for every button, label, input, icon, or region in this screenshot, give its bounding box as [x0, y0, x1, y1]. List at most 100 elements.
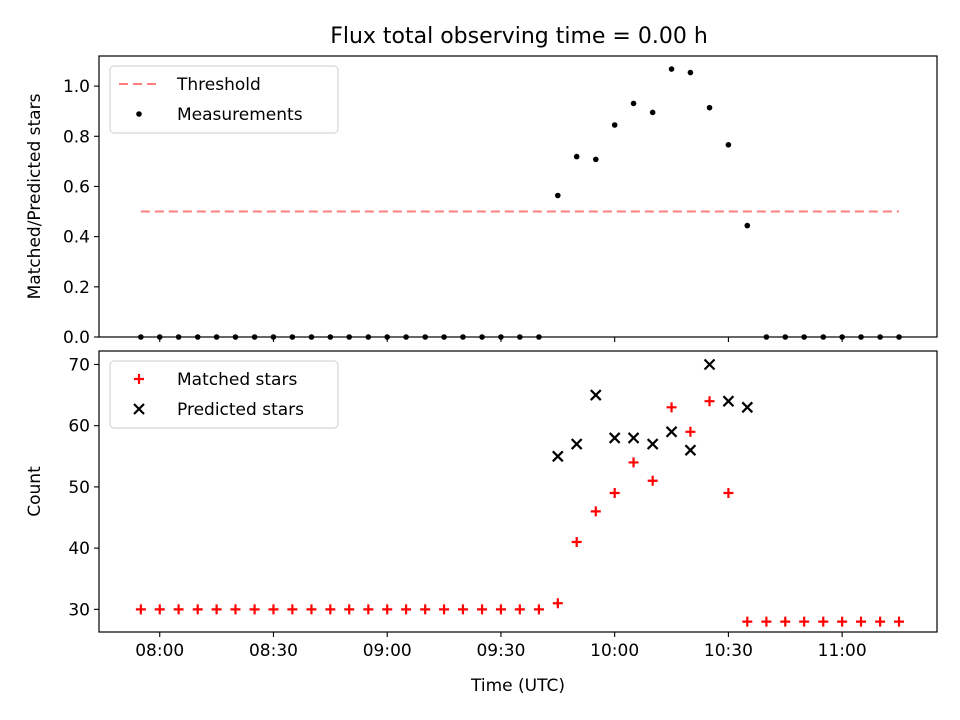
matched-stars-point [799, 616, 810, 627]
measurement-point [668, 66, 675, 72]
matched-stars-point [173, 604, 184, 615]
y-tick-label: 40 [68, 539, 90, 559]
y-tick-label: 1.0 [63, 77, 90, 97]
predicted-stars-point [608, 432, 621, 444]
axes-frame [98, 55, 938, 338]
y-tick-label: 50 [68, 478, 90, 498]
y-tick-label: 0.6 [63, 177, 90, 197]
predicted-stars-point [703, 358, 716, 371]
legend-box [109, 65, 339, 134]
predicted-stars-point [590, 389, 602, 401]
y-tick-label: 30 [68, 600, 90, 620]
matched-stars-point [287, 604, 298, 615]
predicted-stars-point [627, 432, 640, 444]
y-tick-label: 70 [68, 355, 90, 375]
x-tick-label: 11:00 [818, 641, 867, 661]
matched-stars-point [571, 537, 582, 548]
y-tick-label: 0.2 [63, 278, 90, 298]
legend-matched-swatch [134, 374, 144, 384]
y-tick-label: 0.8 [63, 127, 90, 147]
x-tick-label: 08:30 [249, 641, 298, 661]
predicted-stars-point [722, 395, 735, 407]
matched-stars-point [249, 604, 260, 615]
measurement-point [630, 100, 637, 107]
matched-stars-point [325, 604, 336, 615]
legend-label: Predicted stars [177, 400, 304, 420]
matched-stars-point [154, 604, 165, 615]
matched-stars-point [439, 604, 450, 615]
x-tick-label: 09:30 [476, 641, 525, 661]
matched-stars-point [401, 604, 412, 615]
axes-frame [98, 350, 938, 633]
legend-label: Measurements [177, 105, 303, 125]
matched-stars-point [268, 604, 279, 615]
predicted-stars-point [570, 438, 583, 450]
y-tick-label: 0.4 [63, 228, 90, 248]
matched-stars-point [723, 488, 734, 499]
matched-stars-point [457, 604, 468, 615]
matched-stars-point [856, 616, 867, 627]
matched-stars-point [211, 604, 222, 615]
matched-stars-point [477, 604, 488, 615]
matched-stars-point [894, 616, 905, 627]
matched-stars-point [742, 616, 753, 627]
measurement-point [725, 142, 732, 148]
bottom-panel: 08:00 08:30 09:00 09:30 10:00 10:30 11:00 30 40 5… [25, 350, 938, 696]
matched-stars-point [382, 604, 393, 615]
x-tick-label: 09:00 [363, 641, 412, 661]
measurement-point [744, 222, 751, 229]
measurement-point [555, 192, 561, 199]
y-tick-label: 0.0 [63, 328, 90, 348]
x-tick-label: 08:00 [135, 641, 184, 661]
legend: Threshold Measurements [109, 65, 339, 134]
predicted-stars-point [646, 438, 659, 450]
matched-stars-point [685, 426, 696, 437]
legend-box [109, 360, 339, 429]
legend-label: Matched stars [177, 370, 297, 390]
matched-stars-point [875, 616, 886, 627]
predicted-stars-point [684, 444, 697, 456]
matched-stars-point [818, 616, 829, 627]
matched-stars-point [514, 604, 525, 615]
matched-stars-point [533, 604, 544, 615]
y-axis-label: Count [25, 466, 45, 517]
matched-stars-point [230, 604, 241, 615]
matched-stars-point [590, 506, 601, 517]
matched-stars-point [135, 604, 146, 615]
matched-stars-point [666, 402, 677, 413]
top-panel: 0.0 0.2 0.4 0.6 0.8 1.0 Matched/Predicted star… [25, 55, 938, 348]
matched-stars-point [647, 475, 658, 486]
measurement-point [687, 69, 694, 76]
matched-stars-point [420, 604, 431, 615]
matched-stars-point [192, 604, 203, 615]
matched-stars-point [704, 396, 715, 407]
measurement-point [573, 153, 580, 160]
matched-stars-point [344, 604, 355, 615]
predicted-stars-point [552, 450, 564, 463]
matched-stars-point [628, 457, 639, 468]
matched-stars-point [363, 604, 374, 615]
measurement-point [706, 104, 713, 111]
y-tick-label: 60 [68, 417, 90, 437]
legend-predicted-swatch [133, 403, 145, 415]
legend-measurement-swatch [136, 111, 142, 117]
x-tick-label: 10:30 [704, 641, 753, 661]
matched-stars-point [609, 488, 620, 499]
x-tick-label: 10:00 [590, 641, 639, 661]
matched-stars-point [761, 616, 772, 627]
matched-stars-point [552, 598, 563, 609]
matched-stars-point [837, 616, 848, 627]
matched-stars-point [495, 604, 506, 615]
measurement-point [649, 109, 656, 116]
chart-title: Flux total observing time = 0.00 h [330, 24, 708, 49]
matched-stars-point [306, 604, 317, 615]
x-axis-label: Time (UTC) [470, 676, 565, 696]
y-axis-label: Matched/Predicted stars [25, 93, 45, 299]
measurement-point [592, 156, 599, 163]
predicted-stars-point [741, 401, 754, 414]
predicted-stars-point [665, 426, 678, 438]
legend-label: Threshold [176, 75, 261, 95]
legend: Matched stars Predicted stars [109, 360, 339, 429]
measurement-point [611, 122, 618, 128]
